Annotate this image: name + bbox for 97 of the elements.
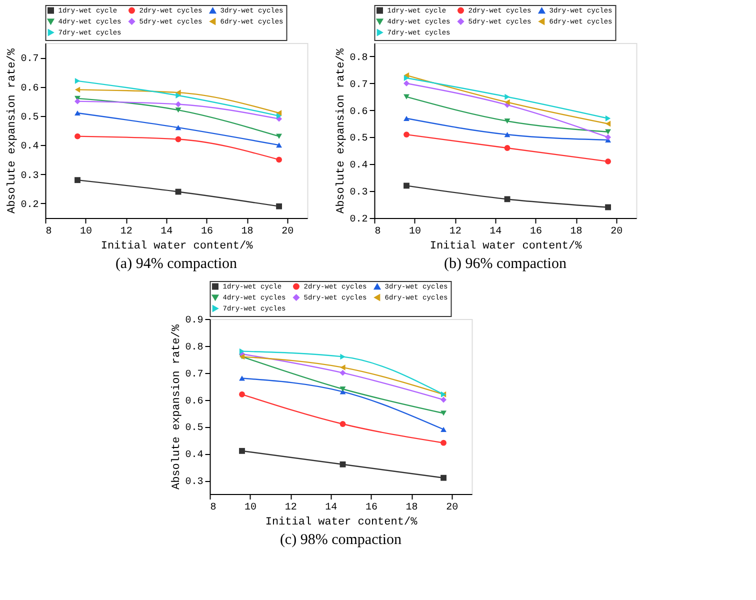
y-tick-label: 0.8 <box>185 342 204 354</box>
point <box>74 110 80 116</box>
x-tick-label: 10 <box>409 226 422 238</box>
y-tick-label: 0.7 <box>20 54 39 66</box>
point <box>239 376 245 381</box>
point <box>239 448 245 454</box>
point <box>504 132 510 138</box>
x-tick-label: 12 <box>120 226 132 238</box>
x-tick-label: 20 <box>610 226 623 238</box>
x-tick-label: 20 <box>282 226 294 238</box>
point <box>175 125 182 130</box>
point <box>440 474 446 481</box>
x-tick-label: 8 <box>210 502 216 514</box>
point <box>440 440 446 446</box>
point <box>239 391 245 398</box>
point <box>504 196 510 202</box>
x-tick-label: 14 <box>490 226 502 238</box>
point <box>404 94 410 100</box>
x-tick-label: 8 <box>46 226 52 238</box>
x-tick-label: 10 <box>80 226 92 238</box>
y-tick-label: 0.9 <box>185 316 204 326</box>
x-tick-label: 10 <box>244 502 257 514</box>
point <box>176 92 181 98</box>
point <box>605 204 611 210</box>
point <box>605 158 611 164</box>
point <box>175 136 182 142</box>
point <box>74 133 80 140</box>
y-tick-label: 0.7 <box>185 369 204 380</box>
y-tick-label: 0.7 <box>350 80 368 91</box>
point <box>504 99 510 106</box>
point <box>504 145 510 151</box>
y-tick-label: 0.2 <box>20 200 39 211</box>
point <box>276 134 282 139</box>
y-tick-label: 0.3 <box>350 188 368 199</box>
x-tick-label: 16 <box>530 226 542 238</box>
point <box>340 370 346 376</box>
y-tick-label: 0.2 <box>350 214 368 226</box>
x-axis-title: Initial water content/% <box>430 240 582 252</box>
y-tick-label: 0.8 <box>350 52 368 64</box>
point <box>340 386 346 392</box>
x-tick-label: 16 <box>200 226 213 238</box>
y-tick-label: 0.4 <box>350 160 368 172</box>
point <box>504 118 510 124</box>
point <box>605 115 611 122</box>
y-tick-label: 0.5 <box>350 134 368 145</box>
x-tick-label: 8 <box>374 226 381 238</box>
x-tick-label: 18 <box>406 502 418 514</box>
y-tick-label: 0.3 <box>185 477 204 488</box>
y-axis-title: Absolute expansion rate/% <box>171 324 184 490</box>
x-tick-label: 12 <box>284 502 297 514</box>
x-tick-label: 14 <box>325 502 338 514</box>
point <box>440 396 446 403</box>
y-tick-label: 0.4 <box>20 142 39 153</box>
x-tick-label: 18 <box>570 226 582 238</box>
x-tick-label: 14 <box>160 226 173 238</box>
point <box>276 203 282 210</box>
y-tick-label: 0.3 <box>20 170 39 182</box>
point <box>276 112 282 119</box>
point <box>74 78 80 84</box>
point <box>340 421 346 427</box>
y-axis-title: Absolute expansion rate/% <box>336 48 348 214</box>
text: (a) 94% compaction <box>115 256 238 272</box>
x-tick-label: 20 <box>446 502 458 514</box>
point <box>404 132 410 138</box>
point <box>440 410 446 416</box>
point <box>74 98 80 104</box>
point <box>276 156 282 163</box>
point <box>404 80 410 86</box>
point <box>404 116 410 121</box>
point <box>605 129 611 134</box>
x-tick-label: 18 <box>241 226 254 238</box>
y-tick-label: 0.6 <box>20 83 39 94</box>
point <box>404 182 410 189</box>
x-tick-label: 12 <box>449 226 462 238</box>
y-tick-label: 0.6 <box>350 106 368 118</box>
point <box>504 94 510 100</box>
y-tick-label: 0.5 <box>20 112 39 124</box>
point <box>276 110 282 116</box>
text: (b) 96% compaction <box>444 256 567 272</box>
point <box>74 177 80 184</box>
point <box>74 86 80 93</box>
y-tick-label: 0.4 <box>185 450 204 462</box>
point <box>440 426 446 432</box>
y-tick-label: 0.6 <box>185 396 204 408</box>
x-tick-label: 16 <box>365 502 378 514</box>
point <box>605 120 611 127</box>
y-axis-title: Absolute expansion rate/% <box>6 48 19 214</box>
point <box>340 364 346 370</box>
point <box>404 75 410 81</box>
point <box>605 134 611 140</box>
point <box>276 142 282 148</box>
point <box>340 461 346 468</box>
x-axis-title: Initial water content/% <box>265 516 418 528</box>
text: (c) 98% compaction <box>280 532 402 548</box>
x-axis-title: Initial water content/% <box>100 240 254 252</box>
y-tick-label: 0.5 <box>185 423 204 434</box>
point <box>175 108 182 113</box>
